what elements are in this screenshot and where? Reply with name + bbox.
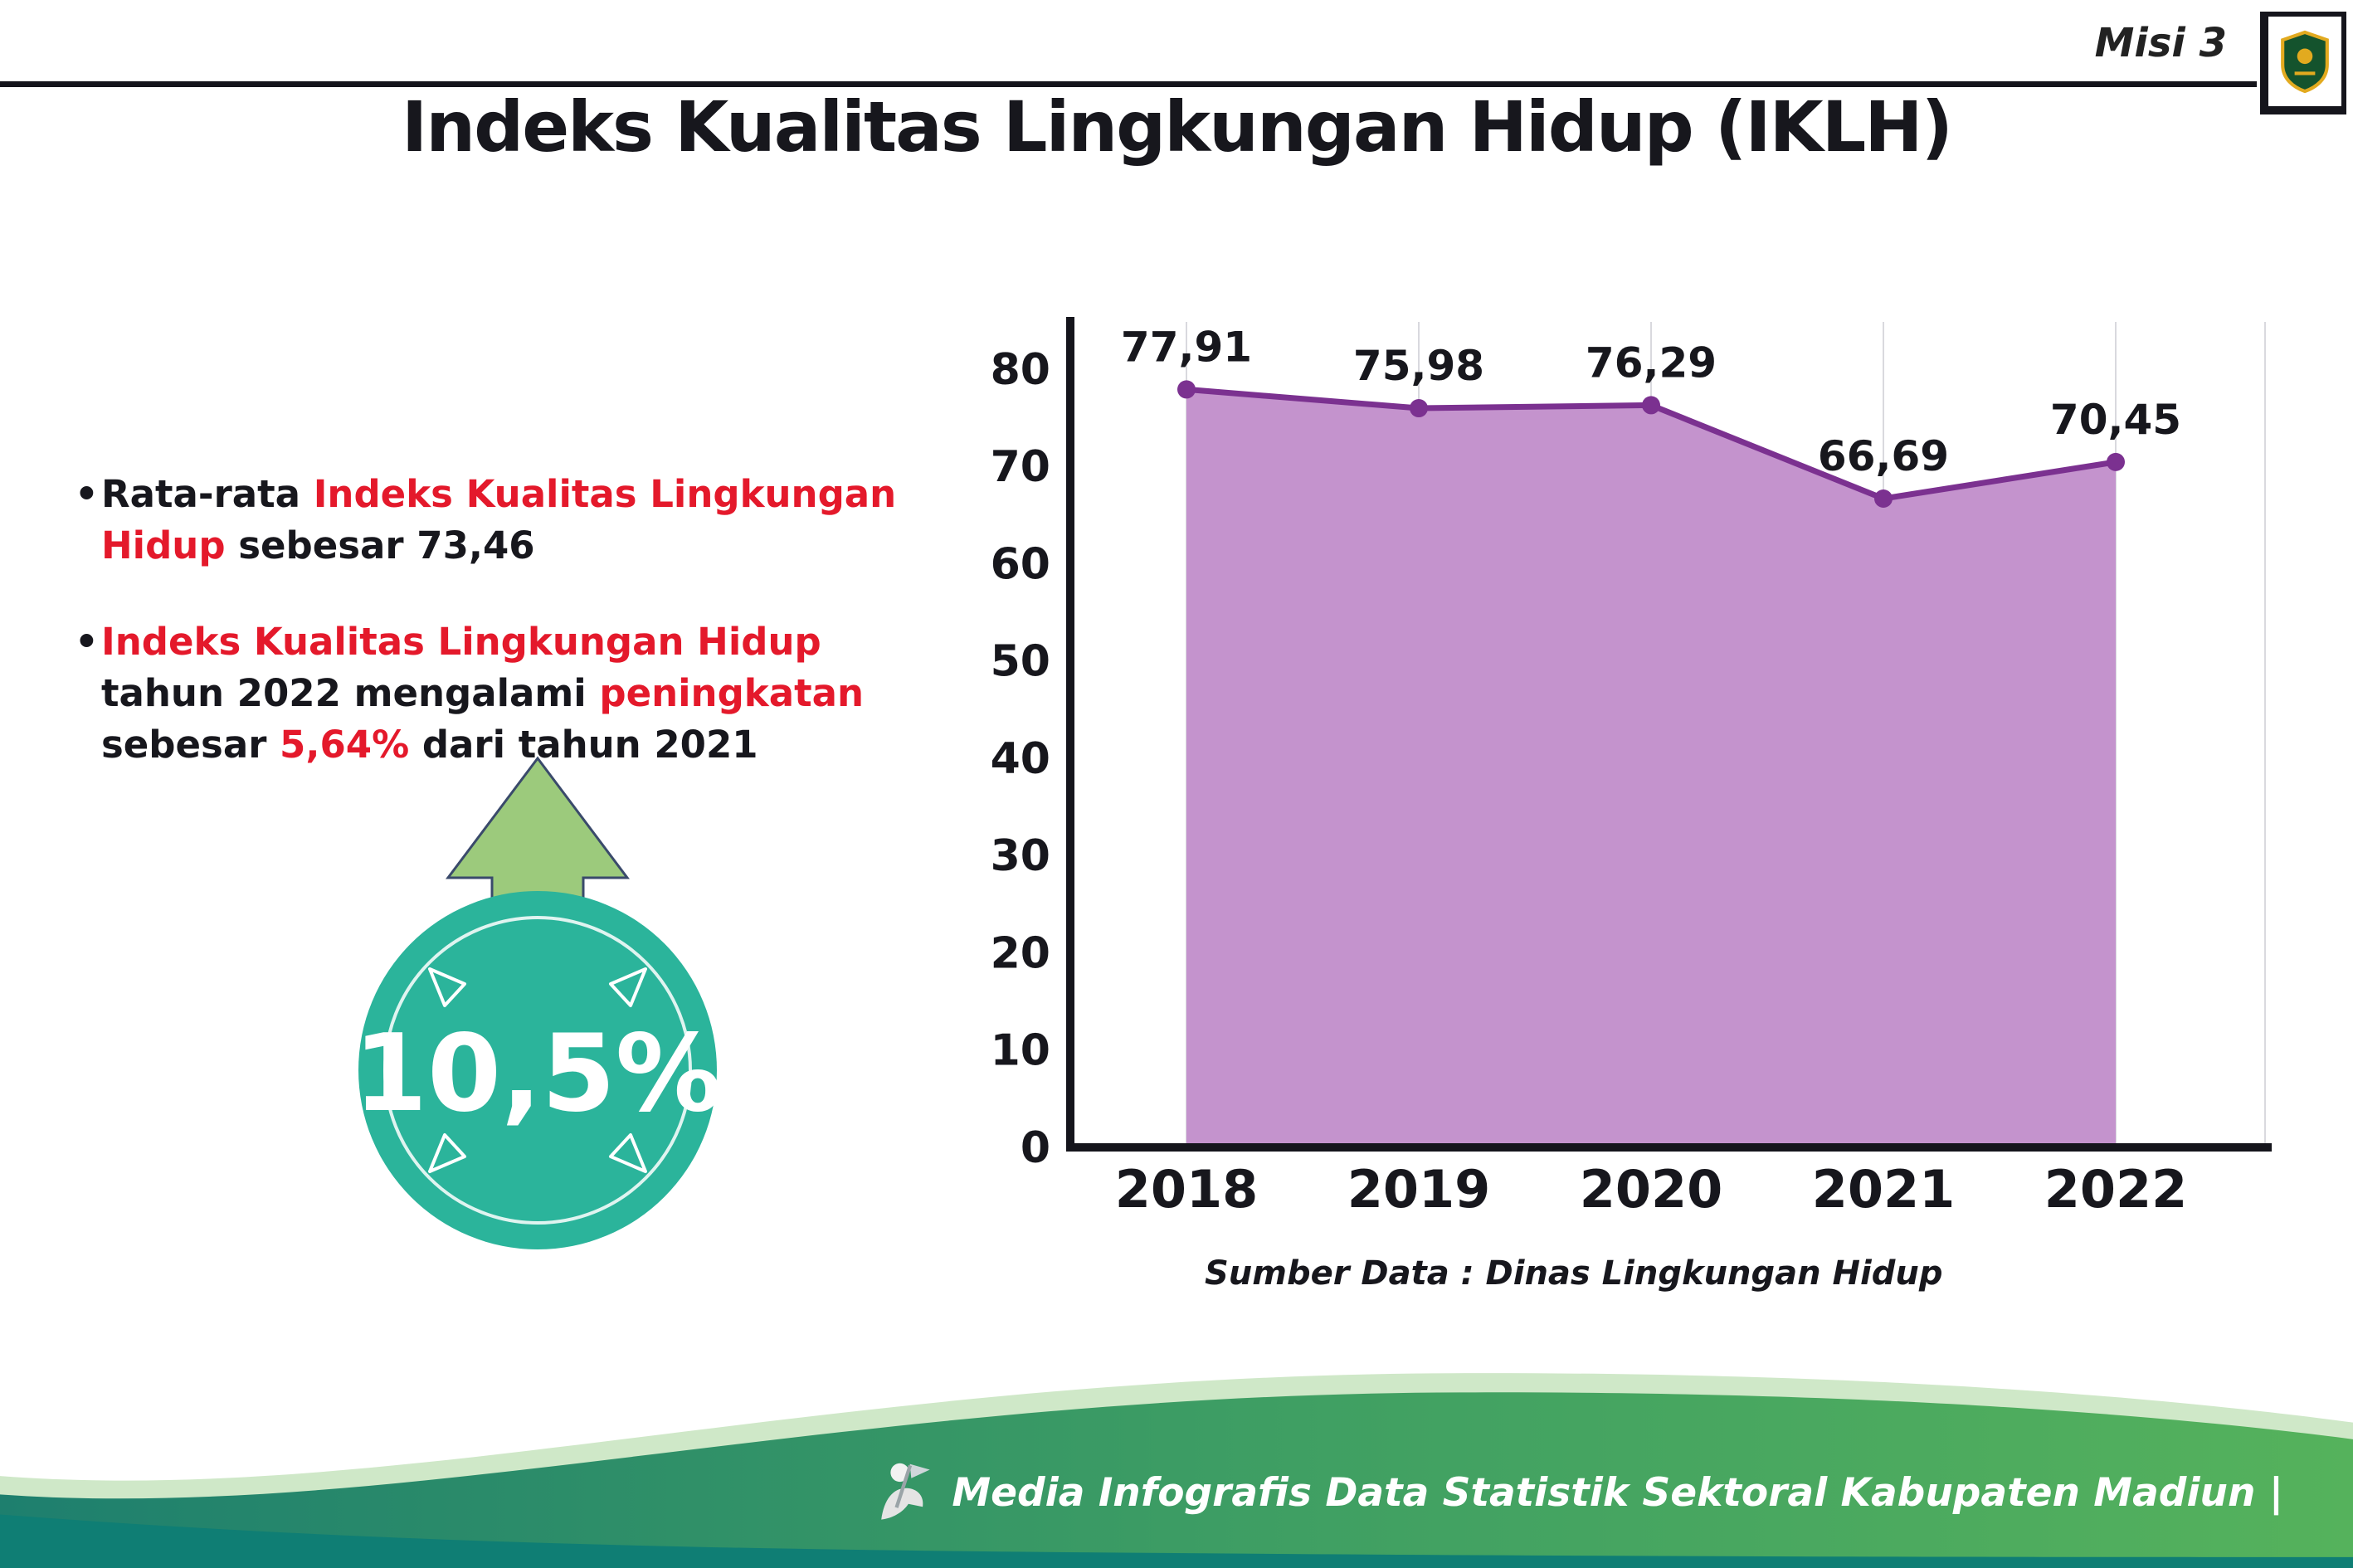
svg-text:2022: 2022 bbox=[2044, 1159, 2188, 1220]
svg-text:10: 10 bbox=[991, 1026, 1050, 1076]
bullet-2-seg-4: 5,64% bbox=[280, 723, 410, 767]
data-source-caption: Sumber Data : Dinas Lingkungan Hidup bbox=[1205, 1254, 1943, 1293]
svg-text:70,45: 70,45 bbox=[2050, 396, 2181, 444]
svg-text:76,29: 76,29 bbox=[1586, 338, 1717, 387]
svg-text:70: 70 bbox=[991, 442, 1050, 492]
svg-text:75,98: 75,98 bbox=[1353, 342, 1484, 390]
svg-text:30: 30 bbox=[991, 831, 1050, 881]
svg-text:77,91: 77,91 bbox=[1121, 323, 1252, 371]
bullet-2-seg-1: tahun 2022 mengalami bbox=[101, 671, 600, 716]
bullet-1-seg-0: Rata-rata bbox=[101, 472, 314, 516]
svg-text:60: 60 bbox=[991, 539, 1050, 589]
bullet-1-seg-2: sebesar 73,46 bbox=[225, 523, 535, 568]
badge-graphic: 10,5% bbox=[353, 756, 722, 1249]
footer-credit: Media Infografis Data Statistik Sektoral… bbox=[867, 1457, 2283, 1528]
bullet-increase-2022: Indeks Kualitas Lingkungan Hidup tahun 2… bbox=[75, 616, 938, 771]
badge-value: 10,5% bbox=[353, 1012, 722, 1136]
footer-wave-decor bbox=[0, 1373, 2353, 1568]
bullet-2-seg-5: dari tahun 2021 bbox=[409, 723, 758, 767]
svg-text:2018: 2018 bbox=[1115, 1159, 1259, 1220]
key-points: Rata-rata Indeks Kualitas Lingkungan Hid… bbox=[75, 469, 938, 816]
page-title: Indeks Kualitas Lingkungan Hidup (IKLH) bbox=[402, 86, 1953, 168]
svg-text:2021: 2021 bbox=[1812, 1159, 1956, 1220]
badge-ring bbox=[383, 916, 692, 1225]
svg-text:50: 50 bbox=[991, 637, 1050, 687]
triangle-decor-upper-left bbox=[428, 967, 466, 1007]
triangle-decor-upper-right bbox=[609, 967, 647, 1007]
mission-label: Misi 3 bbox=[2094, 20, 2227, 66]
triangle-decor-lower-left bbox=[428, 1133, 466, 1173]
svg-text:66,69: 66,69 bbox=[1818, 432, 1949, 480]
svg-text:80: 80 bbox=[991, 345, 1050, 395]
shield-icon bbox=[2281, 30, 2329, 94]
bullet-2-seg-3: sebesar bbox=[101, 723, 280, 767]
header-divider-line bbox=[0, 81, 2257, 87]
chart-canvas: 0 10 20 30 40 50 60 70 80 2018 2019 2020 2021 2022 77,… bbox=[991, 317, 2272, 1220]
increase-percentage-badge: 10,5% bbox=[322, 745, 753, 1254]
kabupaten-madiun-logo bbox=[2260, 12, 2346, 114]
svg-text:0: 0 bbox=[1021, 1123, 1050, 1173]
svg-text:40: 40 bbox=[991, 734, 1050, 784]
footer-credit-text: Media Infografis Data Statistik Sektoral… bbox=[952, 1469, 2283, 1516]
bullet-average-iklh: Rata-rata Indeks Kualitas Lingkungan Hid… bbox=[75, 469, 938, 572]
triangle-decor-lower-right bbox=[609, 1133, 647, 1173]
svg-text:2020: 2020 bbox=[1580, 1159, 1723, 1220]
iklh-area-chart: 0 10 20 30 40 50 60 70 80 2018 2019 2020 2021 2022 77,… bbox=[987, 297, 2282, 1226]
bullet-2-seg-0: Indeks Kualitas Lingkungan Hidup bbox=[101, 620, 821, 665]
mascot-icon bbox=[881, 1463, 931, 1520]
badge-circle bbox=[358, 891, 717, 1249]
svg-text:20: 20 bbox=[991, 928, 1050, 978]
bullet-2-seg-2: peningkatan bbox=[599, 671, 865, 716]
svg-text:2019: 2019 bbox=[1347, 1159, 1491, 1220]
bullet-1-seg-1: Indeks Kualitas Lingkungan Hidup bbox=[101, 472, 897, 568]
